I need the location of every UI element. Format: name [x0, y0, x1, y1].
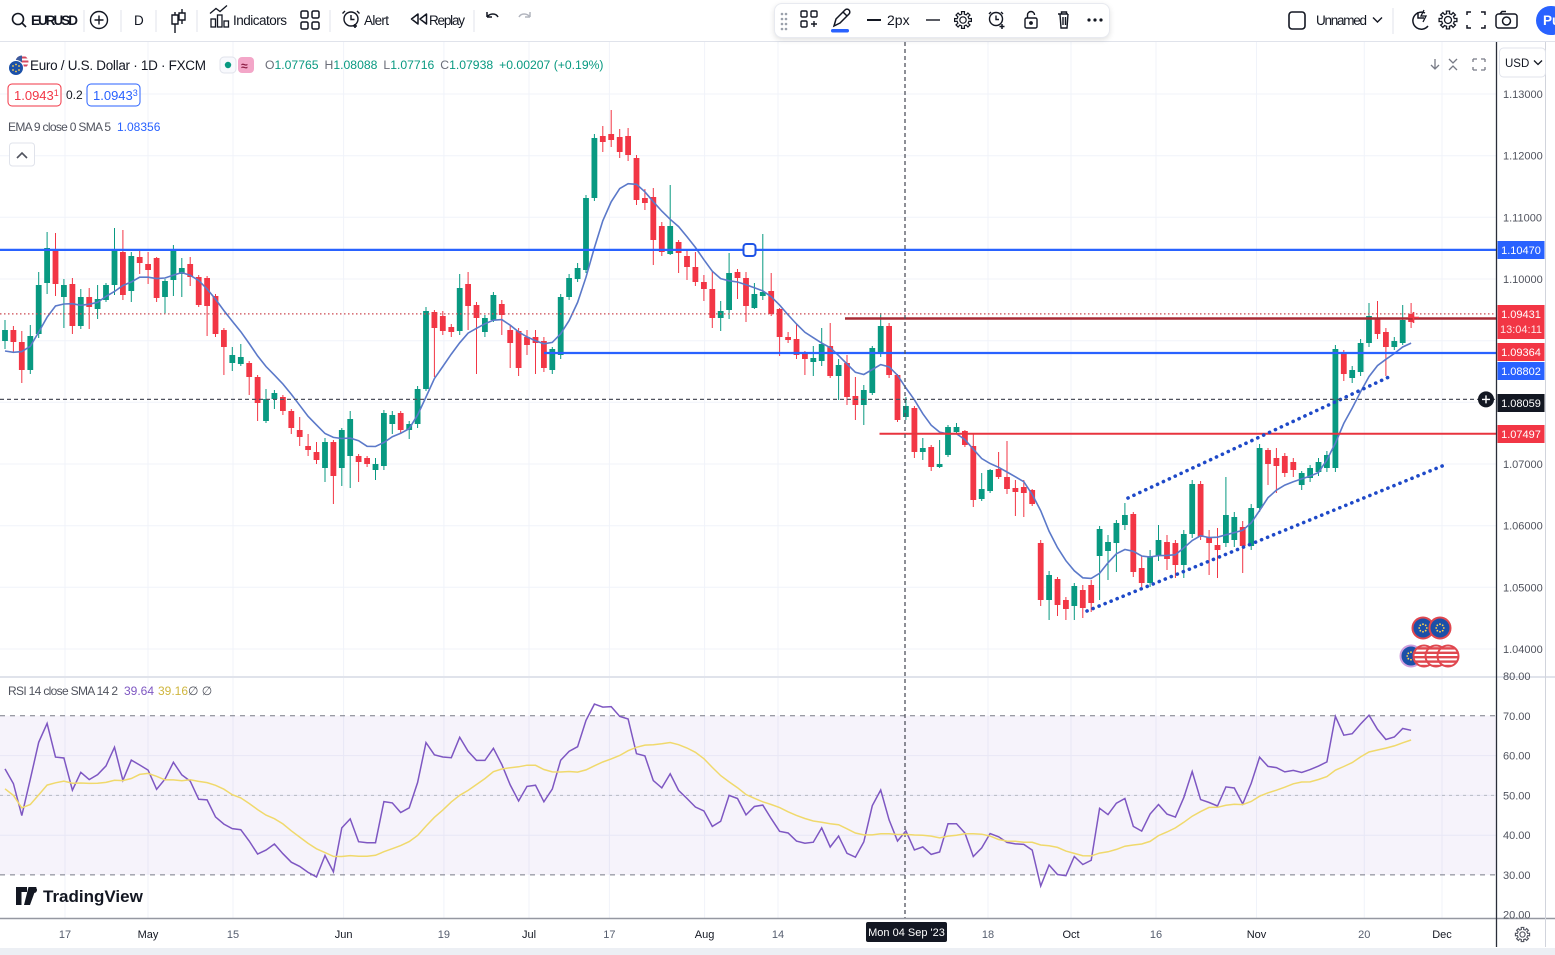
svg-text:39.64: 39.64 [124, 684, 154, 698]
svg-text:Unnamed: Unnamed [1316, 13, 1367, 28]
svg-text:1.08802: 1.08802 [1501, 366, 1541, 378]
svg-text:D: D [134, 13, 144, 28]
svg-text:17: 17 [59, 929, 71, 941]
svg-text:Jul: Jul [522, 929, 536, 941]
svg-text:1.08059: 1.08059 [1501, 398, 1541, 410]
svg-text:1.09364: 1.09364 [1501, 347, 1541, 359]
svg-text:Dec: Dec [1432, 929, 1452, 941]
svg-text:19: 19 [438, 929, 450, 941]
svg-text:16: 16 [1150, 929, 1162, 941]
svg-text:1.04000: 1.04000 [1503, 644, 1543, 656]
svg-text:0.2: 0.2 [66, 88, 83, 102]
svg-text:15: 15 [227, 929, 239, 941]
svg-text:Euro / U.S. Dollar · 1D · FXCM: Euro / U.S. Dollar · 1D · FXCM [30, 58, 206, 73]
svg-text:30.00: 30.00 [1503, 870, 1531, 882]
svg-text:1.08356: 1.08356 [117, 120, 161, 134]
svg-text:Aug: Aug [695, 929, 715, 941]
svg-text:1.09433: 1.09433 [93, 88, 138, 103]
svg-text:Nov: Nov [1247, 929, 1267, 941]
svg-text:13:04:11: 13:04:11 [1500, 324, 1542, 336]
svg-text:20: 20 [1358, 929, 1370, 941]
svg-text:70.00: 70.00 [1503, 711, 1531, 723]
svg-text:≈: ≈ [241, 59, 248, 73]
svg-text:39.16: 39.16 [158, 684, 188, 698]
svg-text:Jun: Jun [335, 929, 353, 941]
svg-text:40.00: 40.00 [1503, 830, 1531, 842]
svg-text:EMA 9 close 0 SMA 5: EMA 9 close 0 SMA 5 [8, 120, 111, 134]
svg-text:1.09431: 1.09431 [1501, 309, 1541, 321]
svg-text:Mon 04 Sep '23: Mon 04 Sep '23 [868, 927, 945, 939]
svg-text:1.07000: 1.07000 [1503, 459, 1543, 471]
svg-text:1.10000: 1.10000 [1503, 274, 1543, 286]
svg-text:1.12000: 1.12000 [1503, 151, 1543, 163]
svg-text:USD: USD [1505, 58, 1529, 70]
svg-text:1.10470: 1.10470 [1501, 245, 1541, 257]
svg-text:1.11000: 1.11000 [1503, 212, 1542, 224]
svg-text:60.00: 60.00 [1503, 751, 1531, 763]
svg-text:1.06000: 1.06000 [1503, 521, 1543, 533]
svg-text:Alert: Alert [364, 13, 389, 28]
svg-text:Oct: Oct [1062, 929, 1079, 941]
svg-text:1.05000: 1.05000 [1503, 582, 1543, 594]
svg-text:1.07497: 1.07497 [1501, 429, 1541, 441]
svg-text:2px: 2px [887, 12, 910, 28]
svg-text:May: May [138, 929, 159, 941]
svg-text:1.09431: 1.09431 [14, 88, 59, 103]
svg-text:Indicators: Indicators [233, 13, 287, 28]
svg-text:Replay: Replay [429, 13, 465, 28]
svg-text:50.00: 50.00 [1503, 790, 1531, 802]
svg-text:14: 14 [772, 929, 784, 941]
svg-text:17: 17 [603, 929, 615, 941]
svg-text:20.00: 20.00 [1503, 910, 1531, 922]
svg-text:EURUSD: EURUSD [31, 13, 78, 28]
svg-text:80.00: 80.00 [1503, 671, 1531, 683]
svg-text:TradingView: TradingView [43, 887, 144, 906]
svg-text:1.13000: 1.13000 [1503, 89, 1543, 101]
svg-text:Pu: Pu [1543, 13, 1555, 28]
svg-text:RSI 14 close SMA 14 2: RSI 14 close SMA 14 2 [8, 684, 118, 698]
svg-text:∅ ∅: ∅ ∅ [188, 684, 212, 698]
svg-text:18: 18 [982, 929, 994, 941]
